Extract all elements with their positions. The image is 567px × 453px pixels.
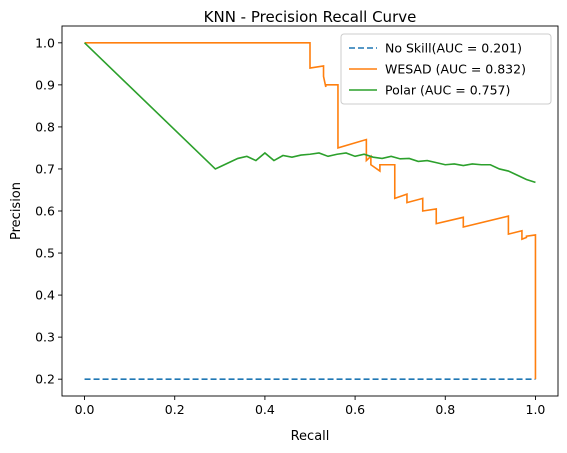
y-tick-label: 1.0	[35, 35, 55, 50]
series-line-2	[83, 42, 536, 184]
legend-label-1: WESAD (AUC = 0.832)	[385, 62, 526, 77]
x-axis-label: Recall	[291, 429, 330, 444]
y-tick-label: 0.8	[35, 119, 55, 134]
y-tick-label: 0.9	[35, 77, 55, 92]
y-axis-ticks: 0.2 0.3 0.4 0.5 0.6 0.7 0.8 0.9 1.0	[35, 35, 62, 387]
x-tick-label: 0.6	[345, 402, 365, 417]
x-tick-label: 0.0	[75, 402, 95, 417]
x-tick-label: 0.2	[165, 402, 185, 417]
y-tick-label: 0.3	[35, 330, 55, 345]
legend: No Skill(AUC = 0.201) WESAD (AUC = 0.832)…	[340, 33, 552, 105]
legend-box	[340, 33, 552, 105]
x-axis-ticks: 0.0 0.2 0.4 0.6 0.8 1.0	[75, 396, 546, 417]
y-tick-label: 0.7	[35, 161, 55, 176]
x-tick-label: 1.0	[526, 402, 546, 417]
legend-label-0: No Skill(AUC = 0.201)	[385, 41, 522, 56]
series-line-1	[84, 42, 537, 380]
x-tick-label: 0.4	[255, 402, 275, 417]
legend-label-2: Polar (AUC = 0.757)	[385, 83, 510, 98]
y-tick-label: 0.2	[35, 372, 55, 387]
y-axis-label: Precision	[9, 182, 24, 240]
y-tick-label: 0.5	[35, 246, 55, 261]
y-tick-label: 0.6	[35, 204, 55, 219]
x-tick-label: 0.8	[435, 402, 455, 417]
plot-area	[83, 42, 537, 380]
y-tick-label: 0.4	[35, 288, 55, 303]
chart-title: KNN - Precision Recall Curve	[204, 8, 417, 26]
